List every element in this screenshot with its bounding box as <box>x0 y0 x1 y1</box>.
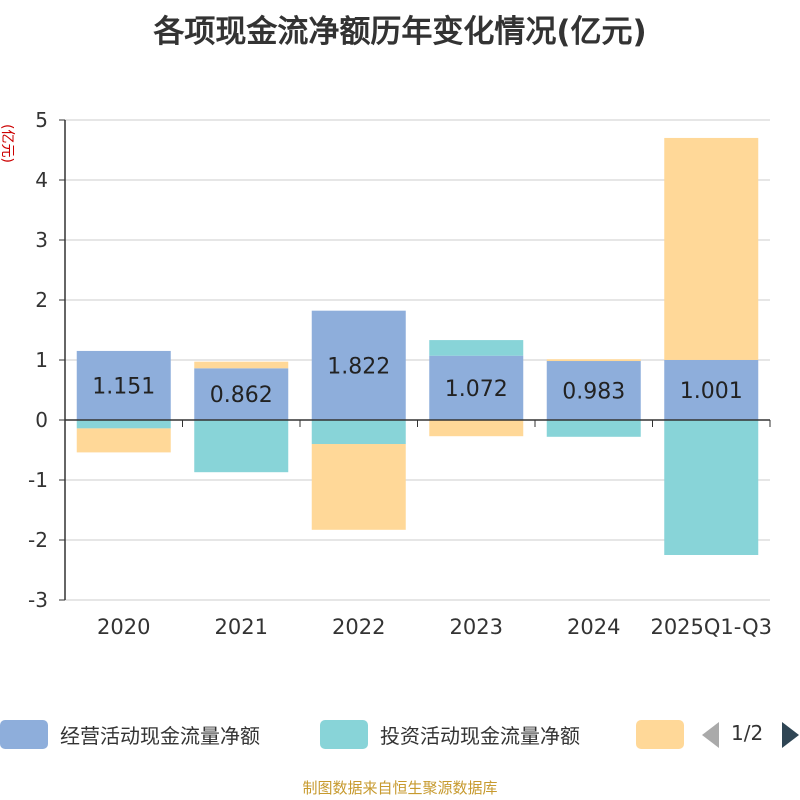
y-tick-label: 0 <box>35 408 48 432</box>
bar-investing <box>194 420 289 473</box>
y-tick-label: 1 <box>35 348 48 372</box>
y-tick-label: -3 <box>28 588 48 612</box>
y-axis-label: (亿元) <box>0 124 15 163</box>
bar-financing <box>311 444 406 530</box>
data-label: 0.983 <box>562 380 625 405</box>
y-tick-label: 5 <box>35 108 48 132</box>
chart-canvas: 5 4 3 2 1 0 -1 -2 -3 2020 2021 2022 2023 2024 2025Q1-Q… <box>0 108 772 639</box>
bar-investing <box>429 340 524 356</box>
data-label: 1.151 <box>92 374 155 399</box>
x-tick-label: 2022 <box>332 615 385 639</box>
bar-financing <box>76 428 171 453</box>
bar-investing <box>311 420 406 444</box>
data-label: 1.072 <box>445 377 508 402</box>
legend-swatch-financing <box>636 719 684 749</box>
data-source-note: 制图数据来自恒生聚源数据库 <box>302 779 498 797</box>
legend-swatch-investing <box>320 719 368 749</box>
axes: 5 4 3 2 1 0 -1 -2 -3 2020 2021 2022 2023 2024 2025Q1-Q… <box>28 108 772 639</box>
legend-page-indicator: 1/2 <box>731 721 764 745</box>
legend-prev-page-icon[interactable] <box>702 722 719 748</box>
bar-investing <box>546 420 641 437</box>
bar-operating <box>76 350 171 420</box>
x-tick-label: 2021 <box>215 615 268 639</box>
bar-operating <box>311 310 406 420</box>
x-tick-label: 2020 <box>97 615 150 639</box>
bar-operating <box>546 361 641 420</box>
bar-investing <box>76 420 171 429</box>
bar-investing <box>664 420 759 555</box>
x-tick-label: 2023 <box>450 615 503 639</box>
legend-label-investing: 投资活动现金流量净额 <box>380 723 580 748</box>
data-label: 1.001 <box>680 379 743 404</box>
x-tick-label: 2024 <box>567 615 620 639</box>
y-tick-label: 2 <box>35 288 48 312</box>
legend-item-investing[interactable]: 投资活动现金流量净额 <box>320 718 580 750</box>
legend-label-operating: 经营活动现金流量净额 <box>60 723 260 748</box>
legend-item-financing[interactable] <box>636 718 696 750</box>
bar-financing <box>429 420 524 437</box>
bar-operating <box>664 359 759 420</box>
bar-operating <box>194 368 289 420</box>
bar-financing <box>194 361 289 369</box>
data-label: 0.862 <box>210 383 273 408</box>
y-tick-label: -2 <box>28 528 48 552</box>
bar-financing <box>546 359 641 362</box>
x-tick-label: 2025Q1-Q3 <box>650 615 772 639</box>
y-tick-label: -1 <box>28 468 48 492</box>
legend-item-operating[interactable]: 经营活动现金流量净额 <box>0 718 260 750</box>
bars <box>76 137 759 555</box>
bar-operating <box>429 355 524 420</box>
bar-financing <box>664 137 759 360</box>
chart-title: 各项现金流净额历年变化情况(亿元) <box>153 14 647 50</box>
legend-swatch-operating <box>0 719 48 749</box>
data-labels: 1.151 0.862 1.822 1.072 0.983 1.001 <box>92 354 742 408</box>
y-tick-label: 3 <box>35 228 48 252</box>
legend-next-page-icon[interactable] <box>782 722 799 748</box>
y-tick-label: 4 <box>35 168 48 192</box>
data-label: 1.822 <box>327 354 390 379</box>
